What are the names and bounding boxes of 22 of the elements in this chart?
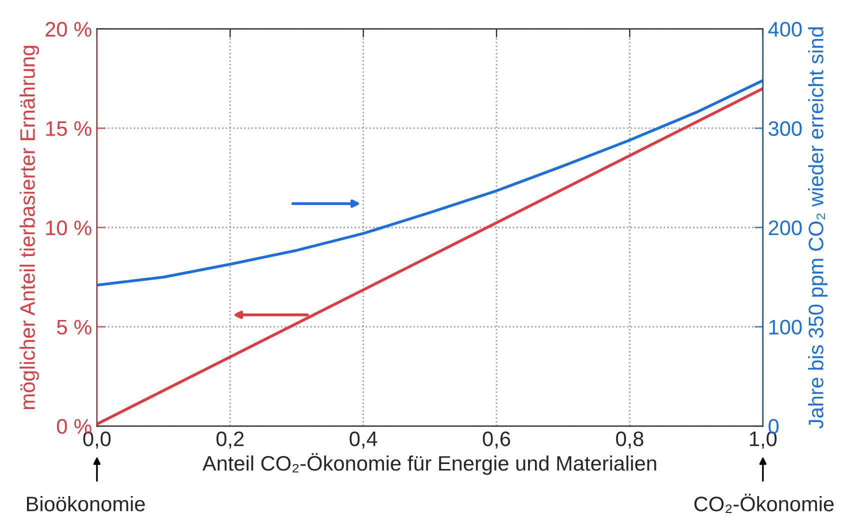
y-tick-label: 5 %: [57, 320, 92, 335]
text: Bioökonomie: [27, 496, 145, 512]
y2-tick-label: 400: [768, 22, 802, 37]
y2-axis-title: Jahre bis 350 ppm CO₂ wieder erreicht sind: [808, 27, 828, 429]
y2-tick-label: 0: [768, 419, 779, 434]
x-tick-label: 0,0: [83, 431, 111, 449]
y-tick-label: 10 %: [46, 220, 92, 236]
x-tick-label: 1,0: [750, 431, 777, 449]
y-tick-label: 20 %: [46, 22, 92, 37]
y-tick-label: 0 %: [57, 419, 92, 434]
y2-tick-label: 300: [768, 121, 802, 136]
x-tick-label: 0,8: [616, 431, 644, 449]
y-tick-label: 15 %: [46, 121, 92, 136]
y-axis-title: möglicher Anteil tierbasierter Ernährung: [20, 46, 40, 410]
x-axis-title: Anteil CO₂-Ökonomie für Energie und Materialien: [202, 453, 656, 475]
text: CO₂-Ökonomie: [694, 494, 834, 513]
y2-tick-label: 100: [769, 320, 802, 335]
x-tick-label: 0,2: [216, 431, 244, 449]
x-tick-label: 0,4: [350, 431, 378, 449]
y2-tick-label: 200: [768, 220, 802, 236]
x-tick-label: 0,6: [482, 431, 510, 449]
line-series: [96, 79, 763, 286]
